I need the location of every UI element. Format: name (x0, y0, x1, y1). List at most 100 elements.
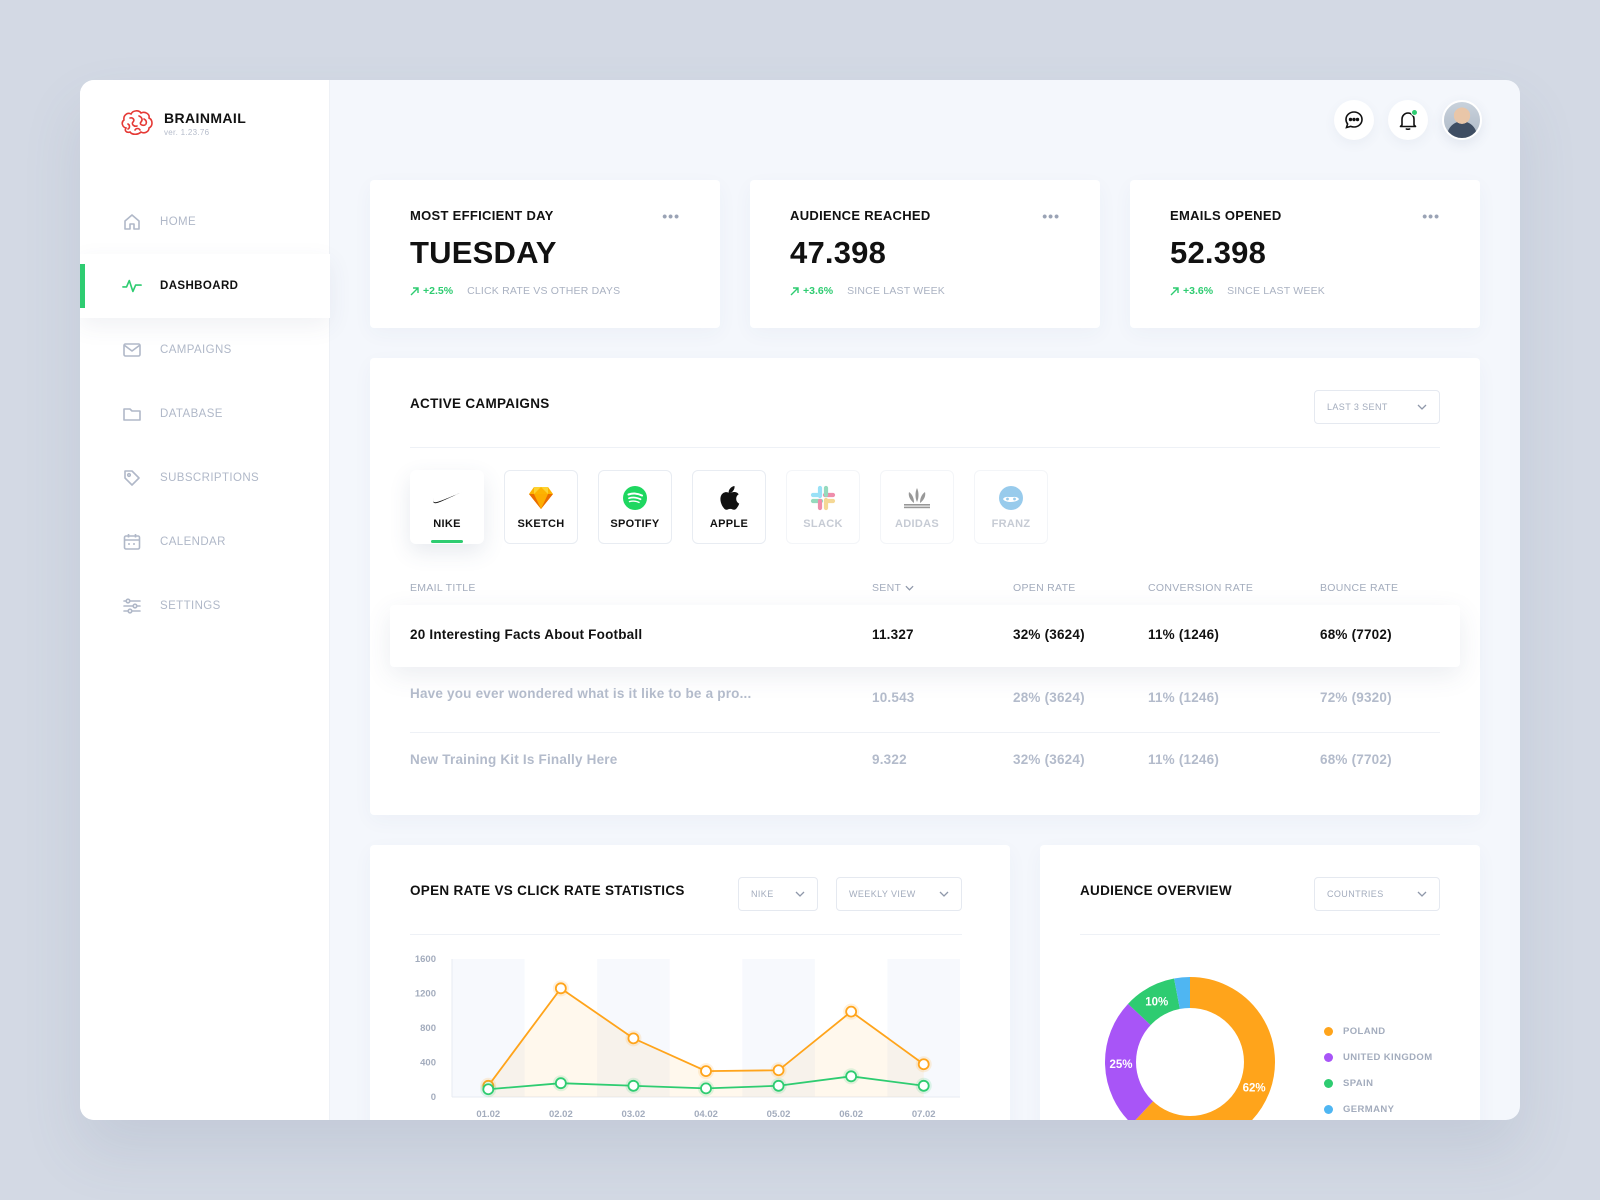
stat-value: 47.398 (790, 235, 887, 270)
stat-delta: +3.6% (803, 285, 834, 297)
slice-label: 25% (1110, 1059, 1133, 1071)
stat-note: CLICK RATE VS OTHER DAYS (467, 285, 621, 297)
divider (1080, 934, 1440, 935)
sidebar-item-home[interactable]: HOME (80, 190, 330, 254)
cell-conversion-rate: 11% (1246) (1148, 627, 1220, 642)
sidebar-item-dashboard[interactable]: DASHBOARD (80, 254, 330, 318)
column-header-conversion-rate[interactable]: CONVERSION RATE (1148, 582, 1254, 594)
table-row[interactable]: Have you ever wondered what is it like t… (390, 668, 1460, 730)
brand-tab-spotify[interactable]: SPOTIFY (598, 470, 672, 544)
brand-filter-dropdown[interactable]: NIKE (738, 877, 818, 911)
brand-tab-sketch[interactable]: SKETCH (504, 470, 578, 544)
data-point (554, 1077, 567, 1090)
y-tick-label: 1200 (415, 989, 436, 1000)
legend-item: SPAIN (1324, 1078, 1373, 1089)
stat-delta: +3.6% (1183, 285, 1214, 297)
row-divider (410, 732, 1440, 733)
trend-up-icon (1170, 286, 1179, 295)
data-point (627, 1079, 640, 1092)
column-header-open-rate[interactable]: OPEN RATE (1013, 582, 1076, 594)
x-tick-label: 03.02 (622, 1109, 646, 1120)
table-row[interactable]: 20 Interesting Facts About Football 11.3… (390, 605, 1460, 667)
dropdown-value: LAST 3 SENT (1327, 402, 1388, 412)
data-point (917, 1079, 930, 1092)
column-header-email-title[interactable]: EMAIL TITLE (410, 582, 476, 594)
dropdown-value: COUNTRIES (1327, 889, 1384, 899)
brand-tab-franz[interactable]: FRANZ (974, 470, 1048, 544)
column-header-label: SENT (872, 582, 902, 594)
legend-item: GERMANY (1324, 1104, 1394, 1115)
stat-note: SINCE LAST WEEK (1227, 285, 1325, 297)
chevron-down-icon (1417, 891, 1427, 897)
sidebar-item-subscriptions[interactable]: SUBSCRIPTIONS (80, 446, 330, 510)
slice-label: 62% (1243, 1082, 1266, 1094)
more-options-icon[interactable]: ••• (1422, 208, 1440, 224)
data-point (700, 1065, 712, 1078)
legend-dot (1324, 1079, 1333, 1088)
user-avatar[interactable] (1442, 100, 1482, 140)
dropdown-value: WEEKLY VIEW (849, 889, 916, 899)
legend-label: SPAIN (1343, 1078, 1374, 1089)
cell-bounce-rate: 68% (7702) (1320, 752, 1392, 767)
cell-conversion-rate: 11% (1246) (1148, 690, 1220, 705)
trend-up-icon (790, 286, 799, 295)
sidebar-item-label: CALENDAR (160, 536, 226, 548)
spotify-logo-icon (623, 486, 647, 510)
cell-open-rate: 28% (3624) (1013, 690, 1085, 705)
brand-label: ADIDAS (895, 518, 939, 530)
chart-column-band (887, 959, 960, 1097)
x-tick-label: 01.02 (476, 1109, 500, 1120)
cell-open-rate: 32% (3624) (1013, 627, 1085, 642)
chart-column-band (597, 959, 670, 1097)
more-options-icon[interactable]: ••• (662, 208, 680, 224)
x-tick-label: 07.02 (912, 1109, 936, 1120)
line-chart: 0 400 800 1200 1600 01.02 02.02 03.02 04.02 05.02… (415, 954, 960, 1120)
sidebar-item-label: HOME (160, 216, 197, 228)
section-title: AUDIENCE OVERVIEW (1080, 883, 1232, 898)
stat-card-audience-reached: AUDIENCE REACHED ••• 47.398 +3.6% SINCE … (750, 180, 1100, 328)
stat-title: EMAILS OPENED (1170, 208, 1282, 223)
more-options-icon[interactable]: ••• (1042, 208, 1060, 224)
cell-sent: 10.543 (872, 690, 915, 705)
nike-logo-icon (433, 492, 462, 504)
column-header-sent[interactable]: SENT (872, 582, 914, 594)
sidebar: BRAINMAIL ver. 1.23.76 HOME DASHBOARD (80, 80, 330, 1120)
chevron-down-icon (1417, 404, 1427, 410)
y-tick-label: 400 (420, 1058, 436, 1069)
brand-label: SKETCH (517, 518, 565, 530)
brand-tab-nike[interactable]: NIKE (410, 470, 484, 544)
cell-conversion-rate: 11% (1246) (1148, 752, 1220, 767)
countries-filter-dropdown[interactable]: COUNTRIES (1314, 877, 1440, 911)
data-point (627, 1032, 640, 1045)
mail-icon (122, 340, 142, 360)
brand-tab-slack[interactable]: SLACK (786, 470, 860, 544)
sidebar-item-settings[interactable]: SETTINGS (80, 574, 330, 638)
brand-label: SLACK (803, 518, 843, 530)
stat-card-efficient-day: MOST EFFICIENT DAY ••• TUESDAY +2.5% CLI… (370, 180, 720, 328)
tag-icon (122, 468, 142, 488)
messages-button[interactable] (1334, 100, 1374, 140)
section-title: OPEN RATE VS CLICK RATE STATISTICS (410, 883, 685, 898)
chat-icon (1345, 111, 1363, 129)
adidas-logo-icon (904, 488, 930, 509)
sidebar-item-campaigns[interactable]: CAMPAIGNS (80, 318, 330, 382)
donut-slice (1174, 977, 1191, 1011)
brand-tab-adidas[interactable]: ADIDAS (880, 470, 954, 544)
dropdown-value: NIKE (751, 889, 774, 899)
trend-up-icon (410, 286, 419, 295)
notifications-button[interactable] (1388, 100, 1428, 140)
stat-delta: +2.5% (423, 285, 454, 297)
sidebar-item-database[interactable]: DATABASE (80, 382, 330, 446)
open-vs-click-chart-card: OPEN RATE VS CLICK RATE STATISTICS NIKE … (370, 845, 1010, 1120)
view-filter-dropdown[interactable]: WEEKLY VIEW (836, 877, 962, 911)
sidebar-item-calendar[interactable]: CALENDAR (80, 510, 330, 574)
x-tick-label: 06.02 (839, 1109, 863, 1120)
brand-label: APPLE (709, 518, 749, 530)
brand-label: FRANZ (991, 518, 1031, 530)
cell-bounce-rate: 68% (7702) (1320, 627, 1392, 642)
table-row[interactable]: New Training Kit Is Finally Here 9.322 3… (390, 730, 1460, 792)
brand[interactable]: BRAINMAIL ver. 1.23.76 (120, 108, 246, 138)
column-header-bounce-rate[interactable]: BOUNCE RATE (1320, 582, 1399, 594)
brand-tab-apple[interactable]: APPLE (692, 470, 766, 544)
campaign-filter-dropdown[interactable]: LAST 3 SENT (1314, 390, 1440, 424)
